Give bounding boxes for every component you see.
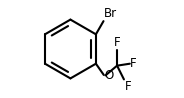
Text: O: O xyxy=(104,69,114,82)
Text: F: F xyxy=(124,80,131,93)
Text: F: F xyxy=(130,57,137,70)
Text: Br: Br xyxy=(104,7,117,20)
Text: F: F xyxy=(114,36,120,49)
